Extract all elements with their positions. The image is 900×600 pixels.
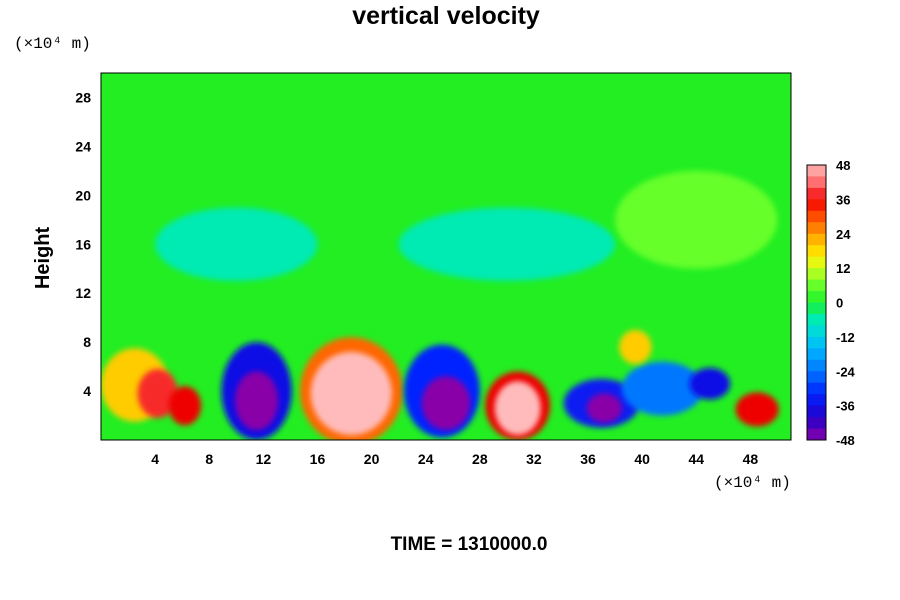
plot-frame — [100, 72, 792, 441]
contour-cell-16 — [619, 329, 652, 365]
contour-cell-10 — [494, 381, 541, 436]
colorbar-tick-label: 0 — [836, 296, 843, 311]
x-tick-label: 44 — [689, 451, 705, 467]
colorbar-swatch — [807, 176, 826, 189]
colorbar-tick-label: -36 — [836, 399, 855, 414]
colorbar-swatch — [807, 165, 826, 177]
x-tick-label: 8 — [205, 451, 213, 467]
colorbar-swatch — [807, 325, 826, 338]
colorbar-frame — [806, 164, 827, 441]
colorbar-tick-label: 36 — [836, 192, 850, 207]
y-tick-labels: 4 8 12 16 20 24 28 — [75, 89, 91, 399]
y-tick-label: 8 — [83, 334, 91, 350]
contour-cell-17 — [615, 170, 778, 269]
x-unit-label: (×10⁴ m) — [714, 474, 791, 492]
plot-area — [100, 72, 792, 441]
contour-cell-19 — [398, 207, 616, 281]
x-tick-label: 12 — [256, 451, 272, 467]
colorbar-swatch — [807, 428, 826, 441]
colorbar-swatch — [807, 222, 826, 235]
colorbar-swatch — [807, 256, 826, 269]
y-tick-label: 4 — [83, 383, 91, 399]
colorbar-swatch — [807, 417, 826, 430]
contour-cell-15 — [735, 392, 779, 427]
y-tick-label: 20 — [75, 187, 91, 203]
y-unit-label: (×10⁴ m) — [14, 35, 91, 53]
x-tick-label: 16 — [310, 451, 326, 467]
colorbar-tick-label: 24 — [836, 227, 851, 242]
x-tick-label: 32 — [526, 451, 542, 467]
colorbar-swatch — [807, 187, 826, 200]
colorbar-swatch — [807, 279, 826, 292]
colorbar-swatch — [807, 394, 826, 407]
x-tick-label: 36 — [580, 451, 596, 467]
colorbar-swatch — [807, 313, 826, 326]
y-axis-title: Height — [32, 227, 54, 290]
colorbar-swatch — [807, 199, 826, 212]
colorbar-swatch — [807, 405, 826, 418]
contour-cell-12 — [586, 393, 622, 423]
colorbar-swatch — [807, 245, 826, 258]
colorbar-tick-labels: 48 36 24 12 0 -12 -24 -36 -48 — [836, 158, 856, 448]
colorbar-swatch — [807, 291, 826, 303]
colorbar-swatch — [807, 233, 826, 246]
y-tick-label: 12 — [75, 285, 91, 301]
chart-title: vertical velocity — [352, 2, 540, 30]
colorbar-tick-label: 12 — [836, 261, 850, 276]
contour-cell-2 — [168, 386, 202, 426]
contour-cell-1 — [137, 369, 179, 418]
y-tick-label: 16 — [75, 236, 91, 252]
colorbar-swatch — [807, 336, 826, 349]
x-tick-label: 28 — [472, 451, 488, 467]
colorbar-tick-label: -48 — [836, 433, 855, 448]
x-tick-label: 40 — [634, 451, 650, 467]
x-tick-label: 20 — [364, 451, 380, 467]
contour-cell-18 — [155, 207, 318, 281]
x-tick-label: 48 — [743, 451, 759, 467]
colorbar — [806, 164, 827, 441]
colorbar-tick-label: 48 — [836, 158, 850, 173]
y-tick-label: 28 — [75, 89, 91, 105]
colorbar-swatch — [807, 359, 826, 372]
time-label: TIME = 1310000.0 — [391, 534, 548, 555]
colorbar-swatch — [807, 371, 826, 384]
contour-cell-13 — [621, 361, 704, 416]
colorbar-tick-label: -12 — [836, 330, 855, 345]
y-tick-label: 24 — [75, 138, 91, 154]
colorbar-swatch — [807, 210, 826, 223]
x-tick-labels: 4 8 12 16 20 24 28 32 36 40 44 48 — [151, 451, 758, 467]
contour-cell-8 — [421, 376, 471, 431]
colorbar-swatch — [807, 382, 826, 395]
colorbar-swatch — [807, 302, 826, 315]
x-tick-label: 24 — [418, 451, 434, 467]
x-tick-label: 4 — [151, 451, 159, 467]
colorbar-swatch — [807, 268, 826, 281]
contour-cell-4 — [234, 371, 279, 431]
colorbar-swatch — [807, 348, 826, 361]
contour-cell-14 — [689, 367, 731, 400]
colorbar-tick-label: -24 — [836, 364, 856, 379]
contour-cell-6 — [310, 351, 392, 436]
